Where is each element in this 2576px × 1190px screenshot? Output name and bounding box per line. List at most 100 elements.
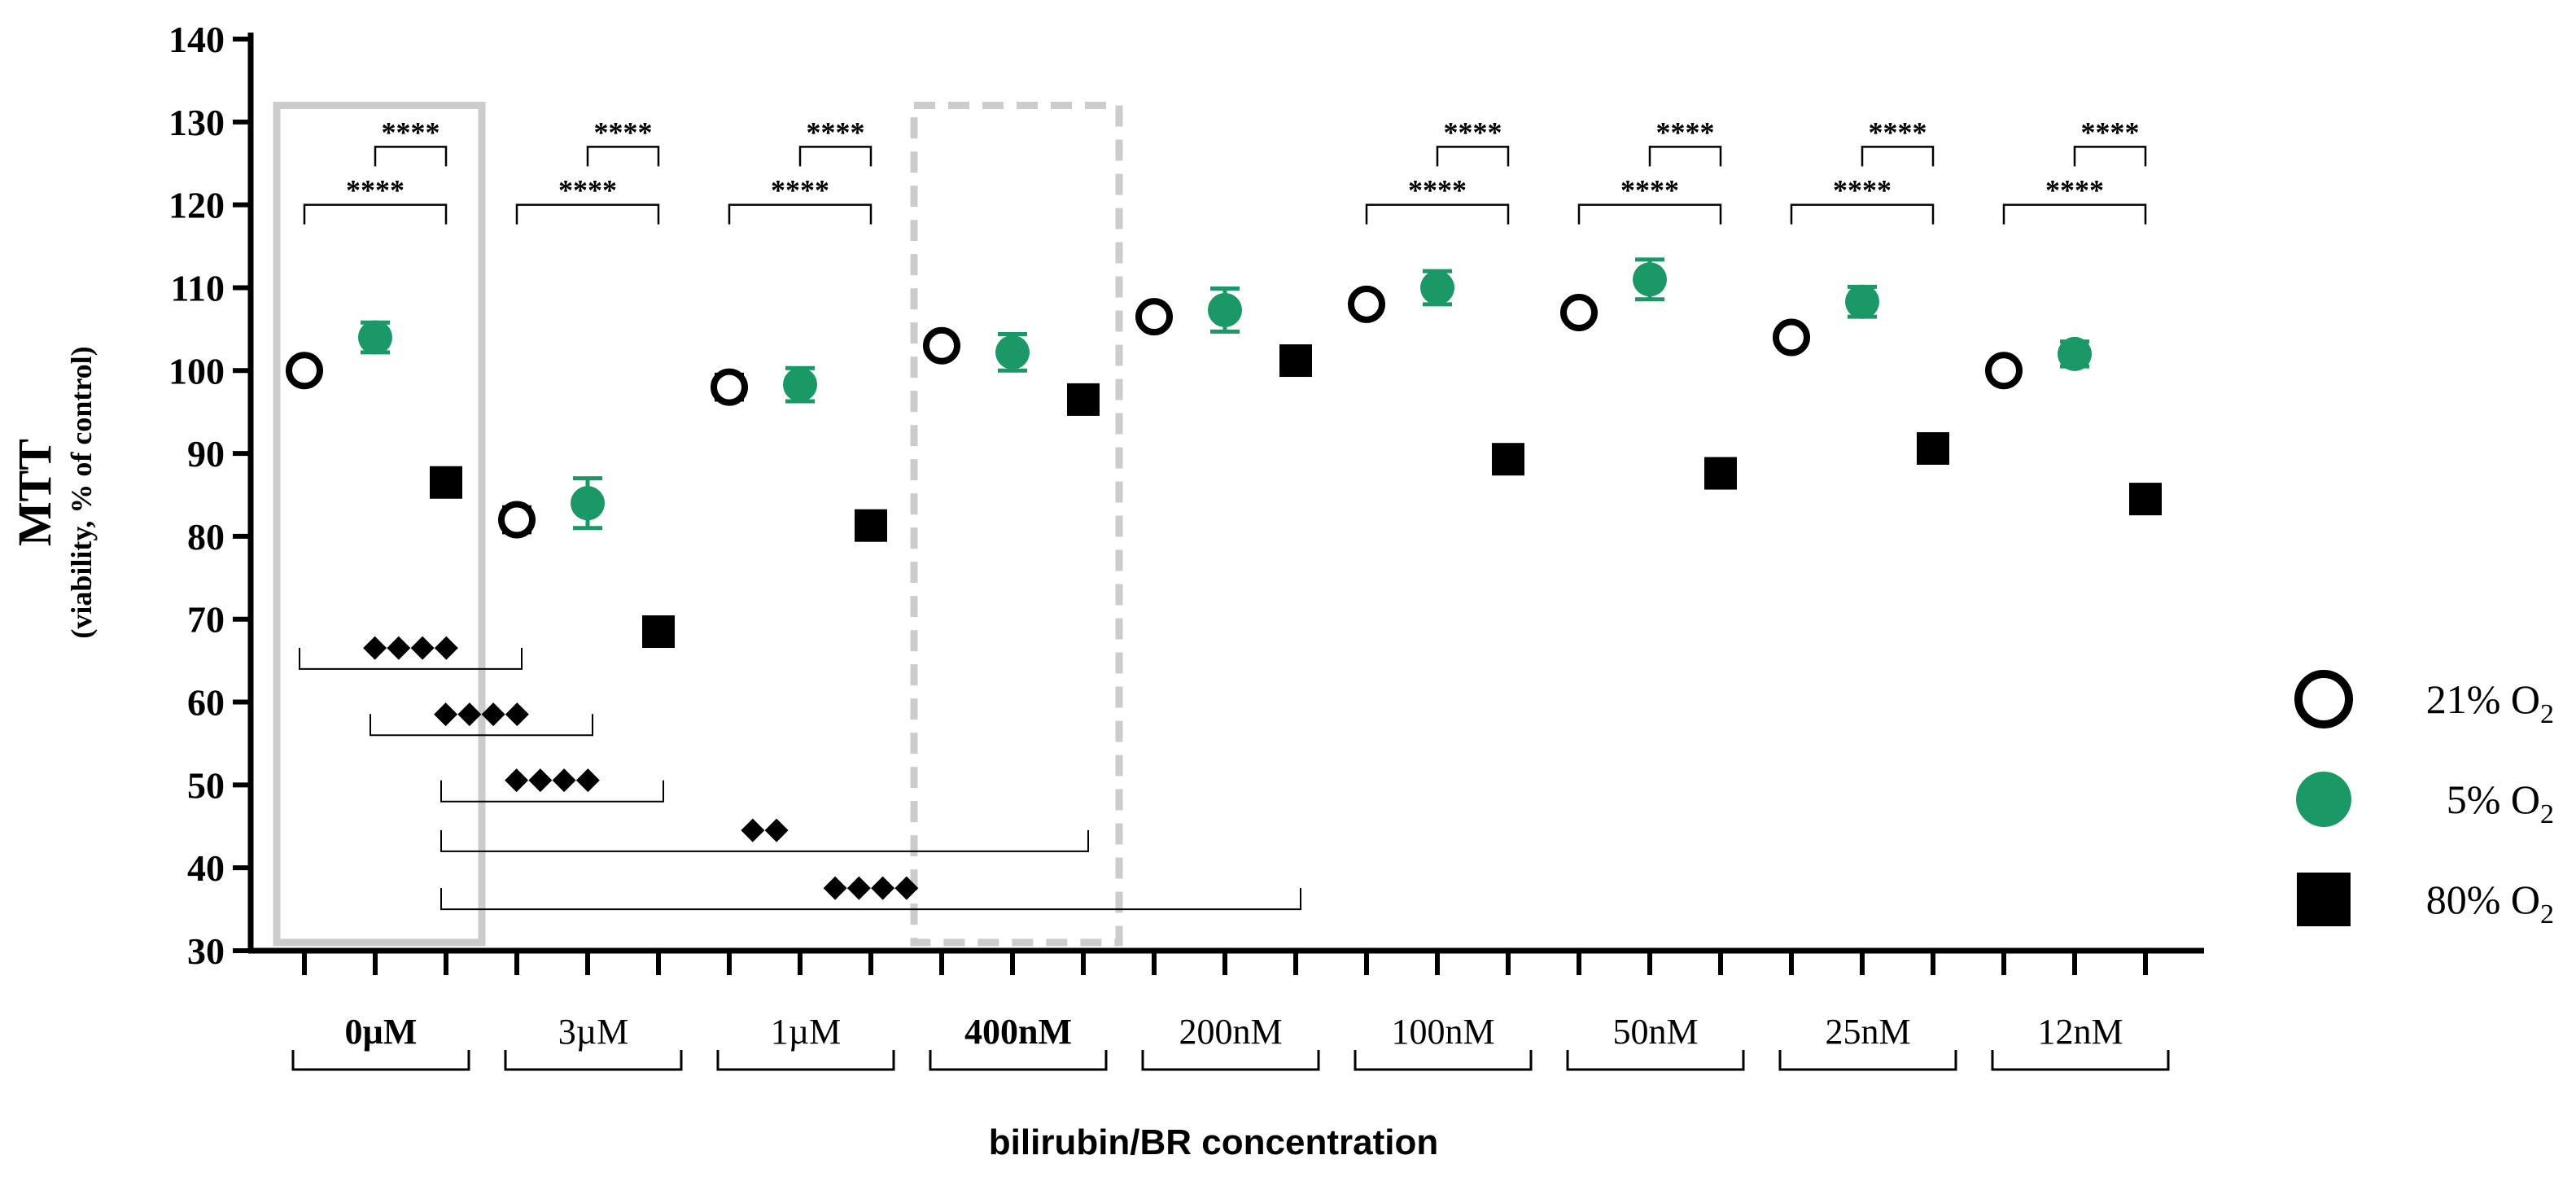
point-80-o2 [855,509,887,542]
point-5-o2 [2058,336,2092,371]
significance-label: **** [1620,174,1679,207]
significance-bracket [586,146,660,167]
significance-bracket [1577,203,1722,225]
significance-label: **** [382,116,440,148]
point-21-o2 [1985,352,2023,390]
point-21-o2 [923,326,960,365]
significance-bracket [1365,203,1510,225]
y-tick-label: 110 [171,267,225,308]
significance-label: **** [346,174,405,207]
between-group-bracket [370,714,593,737]
category-bracket [291,1050,470,1071]
y-axis-subtitle: (viability, % of control) [65,346,98,638]
point-80-o2 [1917,431,1949,465]
point-80-o2 [430,466,462,499]
significance-label: **** [1656,116,1715,148]
legend-label-main: 5% O [2447,777,2540,822]
legend-marker-open-circle [2294,670,2353,728]
legend-label: 21% O2 [2426,676,2554,729]
category-label: 1µM [771,1012,841,1052]
axes: 30 40 50 60 70 80 90 100 110 120 130 140 [168,19,2204,975]
between-group-label: ◆◆ [741,812,789,846]
legend-label-main: 21% O [2426,676,2540,722]
category-bracket [716,1050,895,1071]
category-label: 12nM [2037,1012,2123,1052]
category-bracket [1991,1050,2170,1071]
category-label: 0µM [345,1012,418,1052]
y-axis-title: MTT [8,439,61,546]
legend-label: 80% O2 [2426,877,2554,930]
point-80-o2 [1704,457,1737,490]
category-label: 200nM [1179,1012,1282,1052]
significance-bracket [798,146,873,167]
significance-label: **** [771,174,829,207]
significance-bracket [1648,146,1722,167]
y-tick-label: 140 [168,19,225,60]
point-5-o2 [571,486,605,521]
between-group-label: ◆◆◆◆ [505,762,601,796]
legend-label-main: 80% O [2426,877,2540,922]
point-80-o2 [642,615,675,648]
point-5-o2 [1208,292,1242,327]
significance-annotations: **** **** **** **** **** **** **** **** **** ****… [299,116,2147,911]
legend-label-subscript: 2 [2540,899,2554,930]
between-group-bracket [440,829,1089,852]
between-group-bracket [440,780,664,803]
point-21-o2 [286,352,323,390]
category-bracket [929,1050,1108,1071]
point-5-o2 [358,320,392,355]
significance-bracket [374,146,448,167]
category-label: 100nM [1391,1012,1494,1052]
y-tick-label: 40 [187,847,225,889]
between-group-bracket [440,888,1301,911]
point-5-o2 [1633,262,1667,297]
between-group-label: ◆◆◆◆ [363,629,459,663]
y-tick-label: 120 [168,185,225,226]
significance-label: **** [1408,174,1467,207]
legend-marker-filled-circle [2296,772,2351,827]
significance-label: **** [807,116,865,148]
point-5-o2 [1845,284,1879,319]
between-group-label: ◆◆◆◆ [434,695,530,729]
y-tick-label: 70 [187,599,225,641]
data-marks [286,257,2162,648]
category-label: 400nM [964,1012,1072,1052]
significance-bracket [515,203,660,225]
point-80-o2 [1492,443,1524,476]
y-tick-label: 50 [187,764,225,806]
significance-bracket [303,203,448,225]
y-tick-label: 100 [168,350,225,392]
significance-label: **** [1869,116,1927,148]
y-tick-label: 90 [187,433,225,475]
category-bracket [504,1050,683,1071]
significance-label: **** [558,174,617,207]
significance-bracket [1861,146,1935,167]
significance-label: **** [1444,116,1502,148]
between-group-label: ◆◆◆◆ [824,869,920,903]
significance-label: **** [2081,116,2140,148]
point-80-o2 [1067,383,1100,416]
highlight-boxes [273,101,1123,947]
legend-label-subscript: 2 [2540,699,2554,729]
point-21-o2 [711,368,748,406]
between-group-bracket [299,647,523,670]
point-80-o2 [2129,483,2162,516]
significance-label: **** [2045,174,2104,207]
point-5-o2 [1420,270,1454,305]
axis-titles: MTT (viability, % of control) bilirubin/… [8,346,1438,1162]
point-80-o2 [1279,344,1312,378]
category-bracket [1141,1050,1320,1071]
y-tick-label: 60 [187,682,225,724]
significance-bracket [2002,203,2147,225]
category-label: 3µM [558,1012,628,1052]
category-bracket [1778,1050,1957,1071]
y-tick-label: 130 [168,102,225,143]
legend-label-subscript: 2 [2540,799,2554,829]
point-21-o2 [1135,298,1173,336]
significance-bracket [1790,203,1935,225]
significance-bracket [728,203,873,225]
category-label: 25nM [1825,1012,1910,1052]
category-label: 50nM [1612,1012,1698,1052]
